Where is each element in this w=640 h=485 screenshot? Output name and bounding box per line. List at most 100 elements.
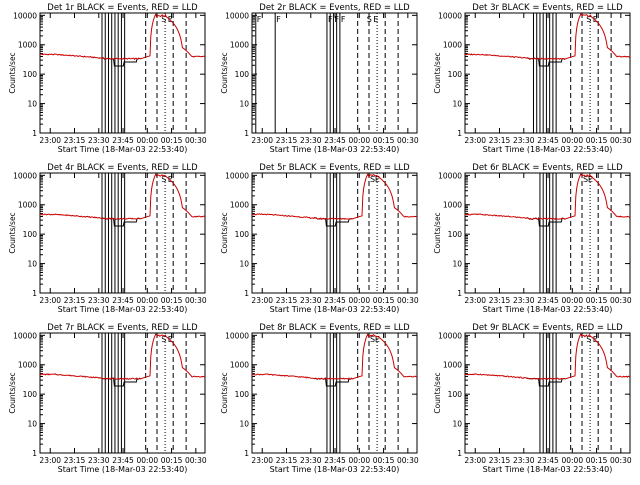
y-tick-label: 100 <box>448 70 463 79</box>
series-lld-line <box>464 333 631 381</box>
x-axis-label: Start Time (18-Mar-03 22:53:40) <box>270 465 400 474</box>
x-tick-label: 00:15 <box>373 136 395 145</box>
event-marker: E <box>375 335 380 344</box>
panel-title: Det 8r BLACK = Events, RED = LLD <box>259 323 410 333</box>
y-tick-label: 10 <box>452 420 462 429</box>
panel-title: Det 9r BLACK = Events, RED = LLD <box>472 323 623 333</box>
y-tick-label: 1 <box>32 129 37 138</box>
x-tick-label: 23:45 <box>324 296 346 305</box>
y-tick-label: 10000 <box>438 171 462 180</box>
x-tick-label: 23:30 <box>88 136 110 145</box>
y-tick-label: 1 <box>457 129 462 138</box>
y-tick-label: 10000 <box>438 331 462 340</box>
axes-frame <box>464 12 631 134</box>
panel-4: Det 4r BLACK = Events, RED = LLD 1 10 100 10… <box>8 163 207 314</box>
y-tick-label: 100 <box>235 230 250 239</box>
series-lld-line <box>39 173 206 220</box>
event-marker: S <box>370 175 375 184</box>
y-tick-label: 10000 <box>225 171 249 180</box>
y-tick-label: 1000 <box>443 201 462 210</box>
x-tick-label: 00:15 <box>161 456 183 465</box>
axes-frame <box>39 332 206 454</box>
event-marker: S <box>370 335 375 344</box>
x-tick-label: 23:30 <box>513 456 535 465</box>
y-tick-label: 1000 <box>18 361 37 370</box>
y-tick-label: 1 <box>457 449 462 458</box>
event-marker: S <box>583 175 588 184</box>
y-tick-label: 1 <box>244 129 249 138</box>
x-tick-label: 23:15 <box>489 456 511 465</box>
axes-frame <box>464 172 631 294</box>
y-tick-label: 1 <box>32 449 37 458</box>
panel-title: Det 6r BLACK = Events, RED = LLD <box>472 163 623 173</box>
x-tick-label: 23:30 <box>513 136 535 145</box>
x-tick-label: 23:45 <box>112 456 134 465</box>
x-tick-label: 00:15 <box>586 136 608 145</box>
event-marker: F <box>334 15 339 24</box>
y-tick-label: 1000 <box>18 201 37 210</box>
panel-title: Det 1r BLACK = Events, RED = LLD <box>47 3 198 13</box>
axes-frame <box>39 172 206 294</box>
y-tick-label: 100 <box>448 390 463 399</box>
x-axis-label: Start Time (18-Mar-03 22:53:40) <box>58 145 188 154</box>
y-tick-label: 1 <box>32 289 37 298</box>
x-tick-label: 23:45 <box>112 136 134 145</box>
panel-1: Det 1r BLACK = Events, RED = LLD 1 10 100 10… <box>8 3 207 154</box>
y-axis-label: Counts/sec <box>220 52 229 93</box>
event-marker: F <box>276 15 281 24</box>
x-tick-label: 23:30 <box>88 296 110 305</box>
y-tick-label: 10000 <box>13 11 37 20</box>
panel-title: Det 5r BLACK = Events, RED = LLD <box>259 163 410 173</box>
x-tick-label: 23:00 <box>251 136 273 145</box>
event-marker: S <box>586 15 591 24</box>
y-axis-label: Counts/sec <box>220 212 229 253</box>
y-axis-label: Counts/sec <box>433 52 442 93</box>
x-tick-label: 23:45 <box>324 136 346 145</box>
x-tick-label: 00:30 <box>610 456 632 465</box>
x-tick-label: 23:00 <box>39 136 61 145</box>
x-axis-label: Start Time (18-Mar-03 22:53:40) <box>58 305 188 314</box>
axes-frame <box>39 12 206 134</box>
x-tick-label: 00:15 <box>373 456 395 465</box>
y-tick-label: 1 <box>244 289 249 298</box>
x-tick-label: 23:15 <box>64 456 86 465</box>
y-tick-label: 100 <box>235 390 250 399</box>
panel-5: Det 5r BLACK = Events, RED = LLD 1 10 100 10… <box>220 163 419 314</box>
series-lld-line <box>464 173 631 220</box>
y-tick-label: 100 <box>448 230 463 239</box>
x-tick-label: 00:00 <box>348 136 370 145</box>
x-tick-label: 00:15 <box>161 136 183 145</box>
x-tick-label: 23:15 <box>276 136 298 145</box>
y-tick-label: 1000 <box>230 361 249 370</box>
x-tick-label: 00:00 <box>348 296 370 305</box>
event-marker: E <box>588 175 593 184</box>
x-tick-label: 00:30 <box>397 296 419 305</box>
y-tick-label: 1000 <box>443 361 462 370</box>
y-tick-label: 10 <box>239 100 249 109</box>
x-axis-label: Start Time (18-Mar-03 22:53:40) <box>58 465 188 474</box>
axes-frame <box>251 12 418 134</box>
x-axis-label: Start Time (18-Mar-03 22:53:40) <box>483 305 613 314</box>
x-tick-label: 23:15 <box>276 296 298 305</box>
series-lld-line <box>39 12 206 61</box>
x-tick-label: 23:45 <box>537 296 559 305</box>
x-axis-label: Start Time (18-Mar-03 22:53:40) <box>483 145 613 154</box>
x-tick-label: 00:30 <box>185 296 207 305</box>
event-marker: E <box>375 175 380 184</box>
x-tick-label: 00:00 <box>561 136 583 145</box>
y-axis-label: Counts/sec <box>433 212 442 253</box>
series-lld-line <box>40 333 206 380</box>
panel-title: Det 3r BLACK = Events, RED = LLD <box>472 3 623 13</box>
panel-9: Det 9r BLACK = Events, RED = LLD 1 10 100 10… <box>433 323 632 474</box>
x-tick-label: 23:30 <box>513 296 535 305</box>
x-tick-label: 00:30 <box>610 296 632 305</box>
y-tick-label: 100 <box>23 230 38 239</box>
y-tick-label: 100 <box>23 70 38 79</box>
event-marker: F <box>328 15 333 24</box>
y-axis-label: Counts/sec <box>8 212 17 253</box>
x-tick-label: 00:15 <box>161 296 183 305</box>
event-marker: F <box>257 15 262 24</box>
x-tick-label: 23:00 <box>464 456 486 465</box>
axes-frame <box>464 332 631 454</box>
y-tick-label: 10000 <box>13 331 37 340</box>
